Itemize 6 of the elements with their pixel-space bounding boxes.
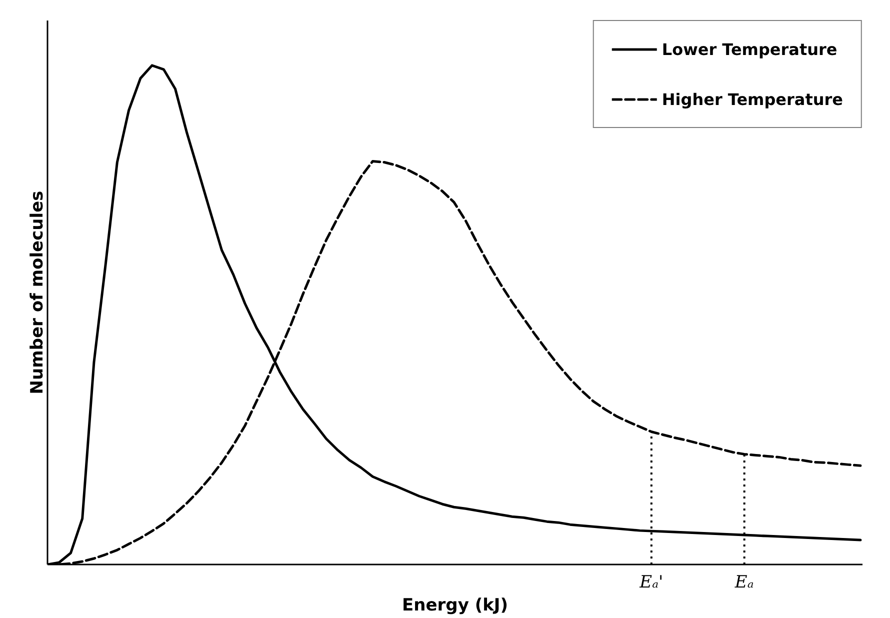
y-axis-title: Number of molecules: [28, 190, 48, 394]
x-tick-label: Eₐ: [734, 572, 754, 592]
x-axis-title: Energy (kJ): [402, 596, 508, 616]
x-tick-label: Eₐ': [638, 572, 664, 592]
legend-label: Lower Temperature: [662, 40, 838, 58]
legend-label: Higher Temperature: [662, 90, 843, 108]
